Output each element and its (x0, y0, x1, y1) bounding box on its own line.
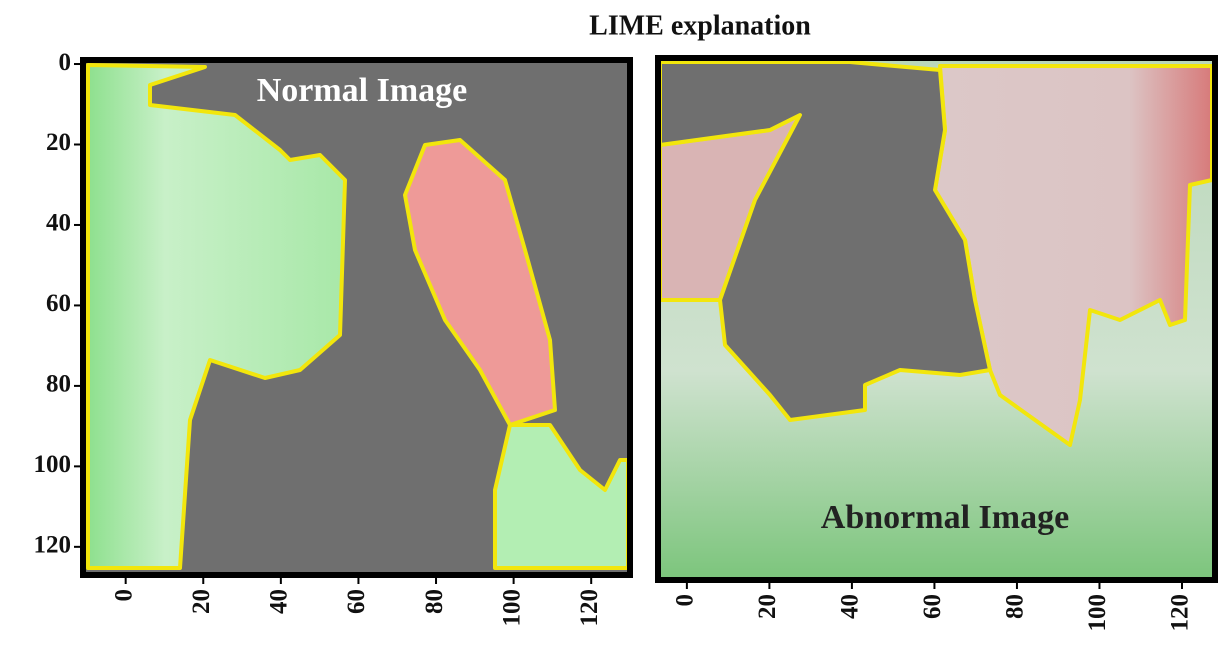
y-tick-label: 120 (34, 532, 72, 559)
x-tick-label: 40 (266, 589, 293, 614)
x-tick-label: 20 (754, 594, 781, 619)
y-tick-label: 0 (59, 49, 72, 76)
x-tick-label: 20 (188, 589, 215, 614)
panel-label: Abnormal Image (821, 499, 1069, 536)
x-tick-label: 100 (498, 589, 525, 627)
y-tick-label: 40 (46, 210, 71, 237)
y-tick-label: 80 (46, 371, 71, 398)
x-tick-label: 0 (110, 589, 137, 602)
x-tick-label: 80 (1002, 594, 1029, 619)
x-tick-label: 120 (576, 589, 603, 627)
x-tick-label: 80 (421, 589, 448, 614)
x-tick-label: 40 (837, 594, 864, 619)
x-tick-label: 60 (343, 589, 370, 614)
x-tick-label: 0 (672, 594, 699, 607)
x-tick-label: 120 (1167, 594, 1194, 632)
abnormal-image: Abnormal Image (658, 58, 1215, 580)
x-tick-label: 100 (1084, 594, 1111, 632)
y-tick-label: 20 (46, 129, 71, 156)
x-tick-label: 60 (919, 594, 946, 619)
y-tick-label: 60 (46, 290, 71, 317)
panel-label: Normal Image (257, 72, 468, 109)
figure: LIME explanation Normal Image Abnormal I… (0, 0, 1219, 657)
normal-image: Normal Image (83, 60, 630, 575)
chart-title: LIME explanation (589, 10, 811, 41)
y-tick-label: 100 (34, 451, 72, 478)
